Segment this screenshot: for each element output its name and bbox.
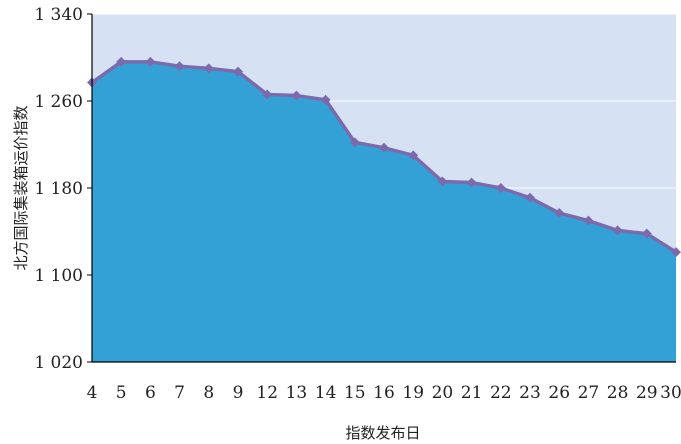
- y-tick-label: 1 180: [34, 179, 83, 199]
- x-axis-label: 指数发布日: [345, 424, 420, 442]
- y-axis-label: 北方国际集装箱运价指数: [12, 105, 30, 270]
- y-tick-label: 1 100: [34, 266, 83, 286]
- data-point-marker: [437, 176, 448, 187]
- data-point-marker: [408, 150, 419, 161]
- x-tick-label: 23: [519, 383, 541, 403]
- x-tick-label: 29: [636, 383, 658, 403]
- data-point-marker: [554, 208, 565, 219]
- x-tick-label: 5: [116, 383, 127, 403]
- x-tick-label: 15: [344, 383, 366, 403]
- y-tick-label: 1 340: [34, 5, 83, 25]
- x-tick-label: 12: [256, 383, 278, 403]
- x-tick-label: 22: [490, 383, 512, 403]
- data-point-marker: [583, 215, 594, 226]
- data-point-marker: [671, 247, 681, 258]
- y-tick-label: 1 260: [34, 92, 83, 112]
- x-tick-label: 30: [660, 383, 681, 403]
- data-point-marker: [203, 63, 214, 74]
- data-point-marker: [174, 61, 185, 72]
- x-tick-label: 16: [373, 383, 395, 403]
- x-tick-label: 4: [87, 383, 98, 403]
- data-point-marker: [291, 90, 302, 101]
- data-point-marker: [349, 137, 360, 148]
- x-tick-label: 6: [145, 383, 156, 403]
- data-point-marker: [320, 94, 331, 105]
- data-point-marker: [145, 56, 156, 67]
- data-point-marker: [379, 142, 389, 153]
- data-point-marker: [116, 56, 127, 67]
- data-point-marker: [233, 66, 243, 77]
- x-tick-label: 19: [402, 383, 424, 403]
- x-tick-label: 27: [578, 383, 600, 403]
- data-point-marker: [495, 183, 506, 193]
- x-tick-label: 14: [315, 383, 337, 403]
- area-fill: [92, 61, 676, 362]
- x-tick-label: 7: [174, 383, 185, 403]
- data-point-marker: [262, 89, 273, 100]
- x-tick-label: 26: [548, 383, 570, 403]
- y-tick-label: 1 020: [34, 353, 83, 373]
- data-point-marker: [612, 225, 623, 236]
- x-tick-label: 21: [461, 383, 483, 403]
- x-tick-label: 9: [233, 383, 244, 403]
- x-tick-labels: 4 5 6 7 8 9 12 13 14 15 16 19 20 21 22 23 26 27 28 29 30: [87, 383, 681, 403]
- x-tick-label: 20: [432, 383, 454, 403]
- y-tick-labels: 1 020 1 100 1 180 1 260 1 340: [34, 5, 92, 373]
- data-point-marker: [641, 228, 652, 239]
- x-tick-label: 28: [607, 383, 629, 403]
- series-markers: [87, 56, 681, 258]
- x-tick-label: 13: [286, 383, 308, 403]
- data-point-marker: [466, 177, 477, 188]
- x-tick-label: 8: [203, 383, 214, 403]
- data-point-marker: [525, 192, 535, 203]
